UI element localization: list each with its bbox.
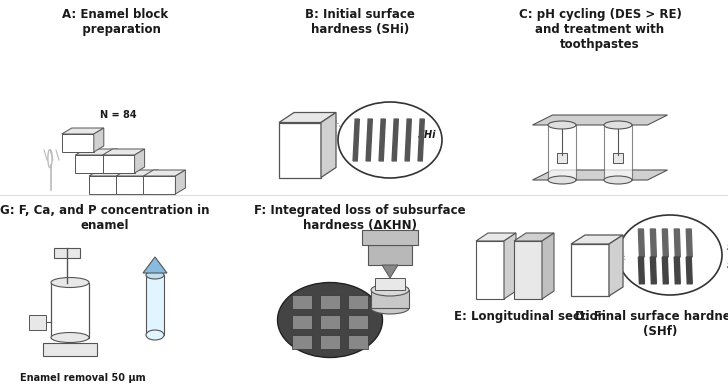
Polygon shape bbox=[353, 119, 360, 161]
Ellipse shape bbox=[371, 302, 409, 314]
Polygon shape bbox=[320, 295, 340, 309]
Polygon shape bbox=[143, 170, 186, 176]
Polygon shape bbox=[609, 235, 623, 296]
Polygon shape bbox=[29, 315, 46, 330]
Polygon shape bbox=[320, 315, 340, 329]
Polygon shape bbox=[62, 134, 94, 152]
Polygon shape bbox=[103, 149, 145, 155]
Text: B: Initial surface
hardness (SHi): B: Initial surface hardness (SHi) bbox=[305, 8, 415, 36]
Text: Enamel removal 50 μm: Enamel removal 50 μm bbox=[20, 373, 146, 383]
Polygon shape bbox=[548, 125, 576, 180]
Ellipse shape bbox=[548, 176, 576, 184]
Polygon shape bbox=[650, 229, 657, 257]
Polygon shape bbox=[62, 128, 104, 134]
Polygon shape bbox=[116, 176, 149, 194]
Polygon shape bbox=[514, 233, 554, 241]
Ellipse shape bbox=[548, 121, 576, 129]
Polygon shape bbox=[366, 119, 372, 161]
Polygon shape bbox=[76, 149, 117, 155]
Polygon shape bbox=[320, 335, 340, 349]
Polygon shape bbox=[292, 335, 312, 349]
Polygon shape bbox=[51, 283, 89, 337]
Polygon shape bbox=[116, 170, 158, 176]
Polygon shape bbox=[143, 176, 175, 194]
Polygon shape bbox=[279, 122, 321, 178]
Text: SHf: SHf bbox=[727, 260, 728, 269]
Polygon shape bbox=[687, 229, 692, 257]
Polygon shape bbox=[379, 119, 385, 161]
Text: F: Integrated loss of subsurface
hardness (ΔKHN): F: Integrated loss of subsurface hardnes… bbox=[254, 204, 466, 232]
Polygon shape bbox=[371, 290, 409, 308]
Polygon shape bbox=[571, 244, 609, 296]
Polygon shape bbox=[375, 278, 405, 290]
Text: E: Longitudinal section: E: Longitudinal section bbox=[454, 310, 606, 323]
Polygon shape bbox=[638, 229, 644, 257]
Ellipse shape bbox=[618, 215, 722, 295]
Polygon shape bbox=[418, 119, 424, 161]
Polygon shape bbox=[571, 235, 623, 244]
Polygon shape bbox=[392, 119, 398, 161]
Ellipse shape bbox=[51, 332, 89, 343]
Polygon shape bbox=[143, 257, 167, 273]
Polygon shape bbox=[348, 315, 368, 329]
Polygon shape bbox=[405, 119, 411, 161]
Polygon shape bbox=[532, 170, 668, 180]
Polygon shape bbox=[108, 149, 117, 173]
Polygon shape bbox=[146, 275, 164, 335]
Text: C: pH cycling (DES > RE)
and treatment with
toothpastes: C: pH cycling (DES > RE) and treatment w… bbox=[518, 8, 681, 51]
Polygon shape bbox=[514, 241, 542, 299]
Polygon shape bbox=[613, 153, 623, 163]
Text: A: Enamel block
   preparation: A: Enamel block preparation bbox=[62, 8, 168, 36]
Polygon shape bbox=[662, 229, 668, 257]
Polygon shape bbox=[662, 257, 668, 284]
Ellipse shape bbox=[51, 278, 89, 287]
Text: N = 84: N = 84 bbox=[100, 110, 137, 120]
Polygon shape bbox=[279, 113, 336, 122]
Ellipse shape bbox=[604, 176, 632, 184]
Polygon shape bbox=[557, 153, 567, 163]
Ellipse shape bbox=[146, 330, 164, 340]
Polygon shape bbox=[348, 295, 368, 309]
Polygon shape bbox=[674, 257, 680, 284]
Text: G: F, Ca, and P concentration in
enamel: G: F, Ca, and P concentration in enamel bbox=[0, 204, 210, 232]
Ellipse shape bbox=[604, 121, 632, 129]
Polygon shape bbox=[321, 113, 336, 178]
Polygon shape bbox=[382, 265, 398, 278]
Polygon shape bbox=[362, 230, 418, 245]
Polygon shape bbox=[89, 176, 121, 194]
Polygon shape bbox=[368, 245, 412, 265]
Polygon shape bbox=[292, 295, 312, 309]
Polygon shape bbox=[604, 125, 632, 180]
Polygon shape bbox=[674, 229, 680, 257]
Polygon shape bbox=[76, 155, 108, 173]
Polygon shape bbox=[175, 170, 186, 194]
Ellipse shape bbox=[146, 271, 164, 279]
Ellipse shape bbox=[277, 283, 382, 357]
Polygon shape bbox=[504, 233, 516, 299]
Polygon shape bbox=[292, 315, 312, 329]
Polygon shape bbox=[348, 335, 368, 349]
Polygon shape bbox=[149, 170, 158, 194]
Text: SHi: SHi bbox=[727, 242, 728, 251]
Polygon shape bbox=[54, 248, 80, 258]
Polygon shape bbox=[542, 233, 554, 299]
Text: SHi: SHi bbox=[418, 130, 437, 140]
Polygon shape bbox=[103, 155, 135, 173]
Polygon shape bbox=[532, 115, 668, 125]
Polygon shape bbox=[687, 257, 692, 284]
Polygon shape bbox=[89, 170, 131, 176]
Ellipse shape bbox=[371, 284, 409, 296]
Polygon shape bbox=[121, 170, 131, 194]
Polygon shape bbox=[135, 149, 145, 173]
Polygon shape bbox=[476, 233, 516, 241]
Text: D: Final surface hardness
(SHf): D: Final surface hardness (SHf) bbox=[575, 310, 728, 338]
Polygon shape bbox=[476, 241, 504, 299]
Polygon shape bbox=[43, 343, 97, 355]
Polygon shape bbox=[650, 257, 657, 284]
Ellipse shape bbox=[338, 102, 442, 178]
Polygon shape bbox=[94, 128, 104, 152]
Polygon shape bbox=[638, 257, 644, 284]
